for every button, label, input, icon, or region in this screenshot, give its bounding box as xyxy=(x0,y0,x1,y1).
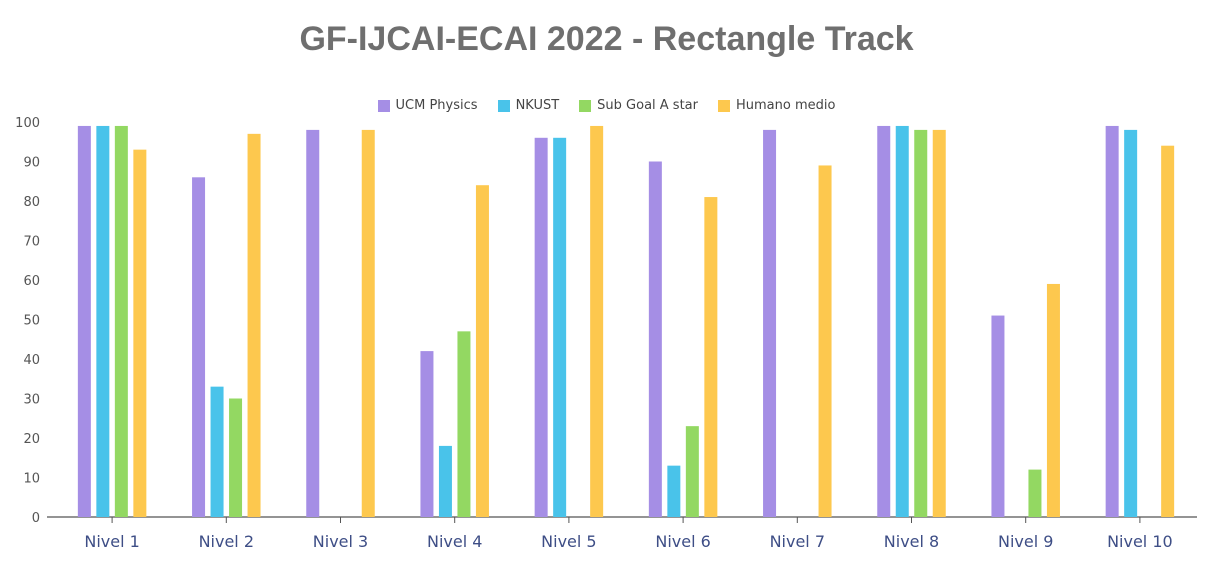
bar xyxy=(534,137,548,518)
bar xyxy=(895,125,909,517)
legend-label: NKUST xyxy=(515,98,560,113)
bar xyxy=(475,185,489,517)
bar xyxy=(932,129,946,517)
legend-swatch xyxy=(579,99,592,112)
bar xyxy=(553,137,567,518)
legend-label: UCM Physics xyxy=(395,98,478,113)
bar xyxy=(192,177,206,518)
legend-swatch xyxy=(497,99,510,112)
bar xyxy=(361,129,375,517)
bar xyxy=(247,133,261,517)
x-tick-label: Nivel 4 xyxy=(427,532,482,551)
bar xyxy=(114,125,128,517)
bar xyxy=(229,398,243,517)
legend-label: Sub Goal A star xyxy=(597,98,698,113)
legend-item-humano-medio[interactable]: Humano medio xyxy=(718,98,835,113)
bar xyxy=(877,125,891,517)
bar xyxy=(133,149,147,517)
y-tick-label: 50 xyxy=(23,314,40,329)
y-tick-label: 80 xyxy=(23,195,40,210)
y-tick-label: 90 xyxy=(23,156,40,171)
bar xyxy=(77,125,91,517)
x-tick-label: Nivel 9 xyxy=(998,532,1053,551)
x-tick-label: Nivel 7 xyxy=(770,532,825,551)
bar xyxy=(991,315,1005,517)
bar xyxy=(210,386,224,517)
chart-legend: UCM Physics NKUST Sub Goal A star Humano… xyxy=(0,98,1213,113)
bar xyxy=(648,161,662,517)
y-tick-label: 30 xyxy=(23,393,40,408)
bar xyxy=(704,197,718,518)
x-tick-label: Nivel 1 xyxy=(84,532,139,551)
bar xyxy=(438,445,452,517)
bar xyxy=(667,465,681,517)
y-tick-label: 10 xyxy=(23,472,40,487)
bar xyxy=(685,426,699,517)
x-tick-label: Nivel 3 xyxy=(313,532,368,551)
x-tick-label: Nivel 2 xyxy=(199,532,254,551)
legend-item-ucm-physics[interactable]: UCM Physics xyxy=(377,98,478,113)
bar xyxy=(1046,283,1060,517)
bar xyxy=(420,351,434,517)
legend-swatch xyxy=(377,99,390,112)
y-tick-label: 40 xyxy=(23,353,40,368)
x-tick-label: Nivel 8 xyxy=(884,532,939,551)
y-tick-label: 0 xyxy=(32,511,40,526)
bar xyxy=(763,129,777,517)
x-tick-label: Nivel 5 xyxy=(541,532,596,551)
chart-title: GF-IJCAI-ECAI 2022 - Rectangle Track xyxy=(299,20,914,58)
bar xyxy=(457,331,471,517)
y-tick-label: 100 xyxy=(15,116,40,131)
bar xyxy=(306,129,320,517)
y-tick-label: 20 xyxy=(23,432,40,447)
x-tick-label: Nivel 6 xyxy=(655,532,710,551)
legend-item-nkust[interactable]: NKUST xyxy=(497,98,560,113)
bar xyxy=(1105,125,1119,517)
legend-item-sub-goal-a-star[interactable]: Sub Goal A star xyxy=(579,98,698,113)
y-tick-label: 60 xyxy=(23,274,40,289)
bar xyxy=(914,129,928,517)
bar xyxy=(96,125,110,517)
bar xyxy=(818,165,832,517)
y-tick-label: 70 xyxy=(23,235,40,250)
x-tick-label: Nivel 10 xyxy=(1107,532,1173,551)
legend-label: Humano medio xyxy=(736,98,836,113)
bar xyxy=(1124,129,1138,517)
legend-swatch xyxy=(718,99,730,112)
bar xyxy=(1161,145,1175,517)
bar xyxy=(590,125,604,517)
bar xyxy=(1028,469,1042,517)
